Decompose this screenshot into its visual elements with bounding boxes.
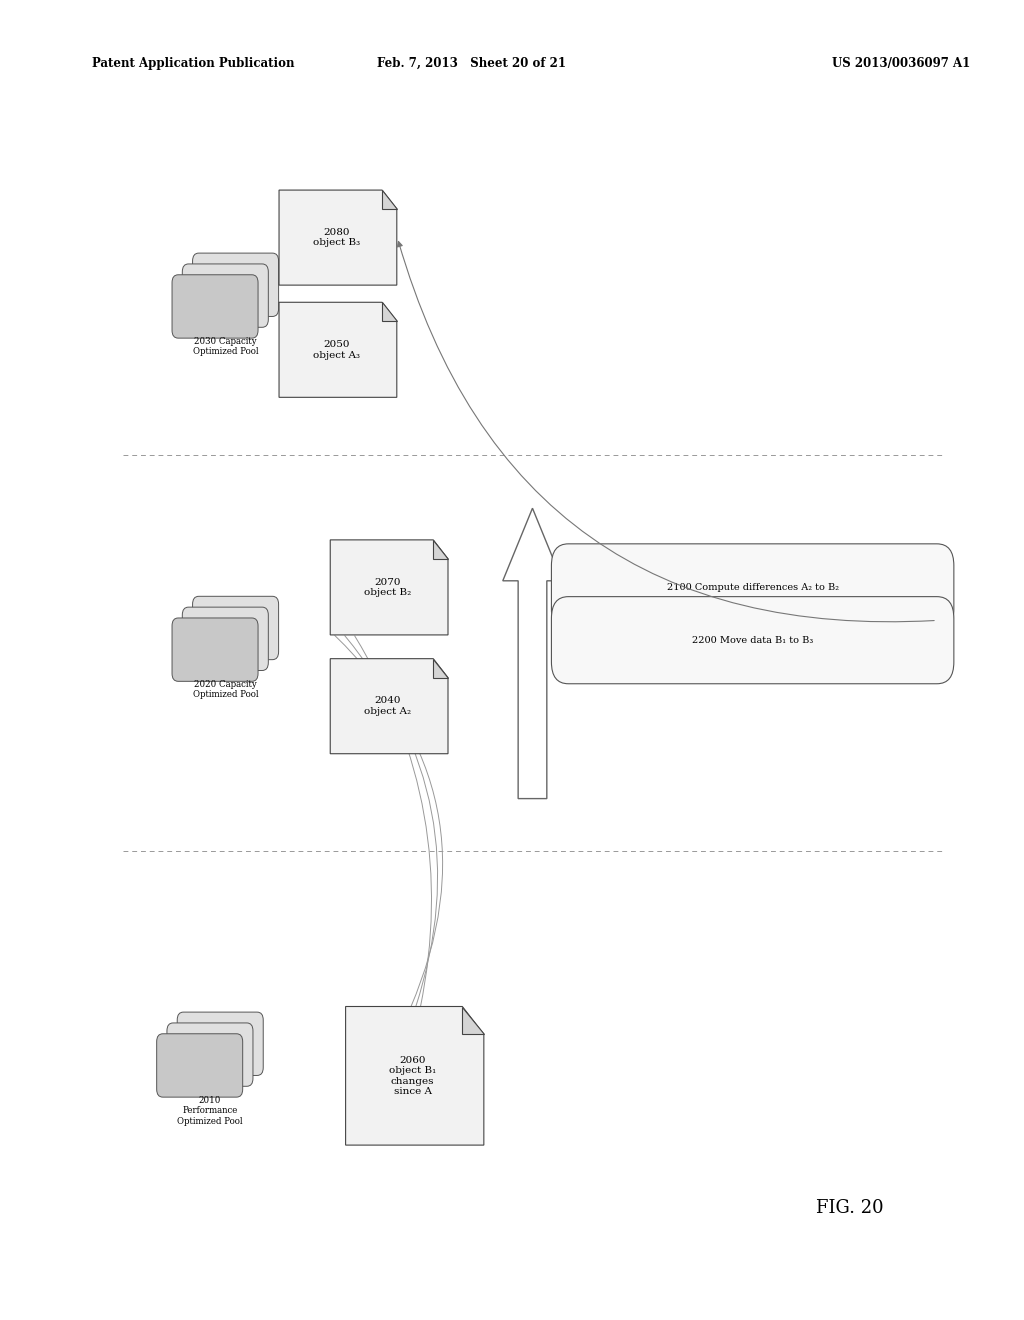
FancyBboxPatch shape	[177, 1012, 263, 1076]
Text: Patent Application Publication: Patent Application Publication	[92, 57, 295, 70]
FancyBboxPatch shape	[167, 1023, 253, 1086]
Text: 2070
object B₂: 2070 object B₂	[364, 578, 412, 597]
Polygon shape	[433, 659, 449, 677]
FancyBboxPatch shape	[172, 618, 258, 681]
Text: 2100 Compute differences A₂ to B₂: 2100 Compute differences A₂ to B₂	[667, 583, 839, 591]
Text: Feb. 7, 2013   Sheet 20 of 21: Feb. 7, 2013 Sheet 20 of 21	[377, 57, 565, 70]
Text: 2050
object A₃: 2050 object A₃	[313, 341, 360, 359]
Polygon shape	[346, 1006, 484, 1144]
Text: 2030 Capacity
Optimized Pool: 2030 Capacity Optimized Pool	[193, 337, 258, 356]
FancyArrowPatch shape	[354, 636, 431, 1007]
Polygon shape	[382, 302, 397, 321]
FancyBboxPatch shape	[193, 253, 279, 317]
Polygon shape	[463, 1006, 484, 1035]
Polygon shape	[382, 190, 397, 209]
Text: 2010
Performance
Optimized Pool: 2010 Performance Optimized Pool	[177, 1096, 243, 1126]
Text: 2060
object B₁
changes
since A: 2060 object B₁ changes since A	[389, 1056, 436, 1096]
Text: 2200 Move data B₁ to B₃: 2200 Move data B₁ to B₃	[692, 636, 813, 644]
Text: FIG. 20: FIG. 20	[816, 1199, 884, 1217]
Polygon shape	[330, 659, 449, 754]
FancyBboxPatch shape	[182, 264, 268, 327]
FancyArrowPatch shape	[397, 242, 934, 622]
FancyBboxPatch shape	[193, 597, 279, 660]
Text: US 2013/0036097 A1: US 2013/0036097 A1	[831, 57, 971, 70]
Text: 2080
object B₃: 2080 object B₃	[313, 228, 360, 247]
FancyArrowPatch shape	[345, 636, 437, 1007]
FancyBboxPatch shape	[157, 1034, 243, 1097]
FancyBboxPatch shape	[551, 597, 954, 684]
FancyBboxPatch shape	[182, 607, 268, 671]
Polygon shape	[433, 540, 449, 558]
FancyBboxPatch shape	[551, 544, 954, 631]
Polygon shape	[330, 540, 449, 635]
Text: 2040
object A₂: 2040 object A₂	[365, 697, 412, 715]
Text: 2020 Capacity
Optimized Pool: 2020 Capacity Optimized Pool	[193, 680, 258, 700]
Polygon shape	[279, 302, 397, 397]
Polygon shape	[503, 508, 562, 799]
FancyArrowPatch shape	[335, 635, 442, 1007]
FancyBboxPatch shape	[172, 275, 258, 338]
Polygon shape	[279, 190, 397, 285]
